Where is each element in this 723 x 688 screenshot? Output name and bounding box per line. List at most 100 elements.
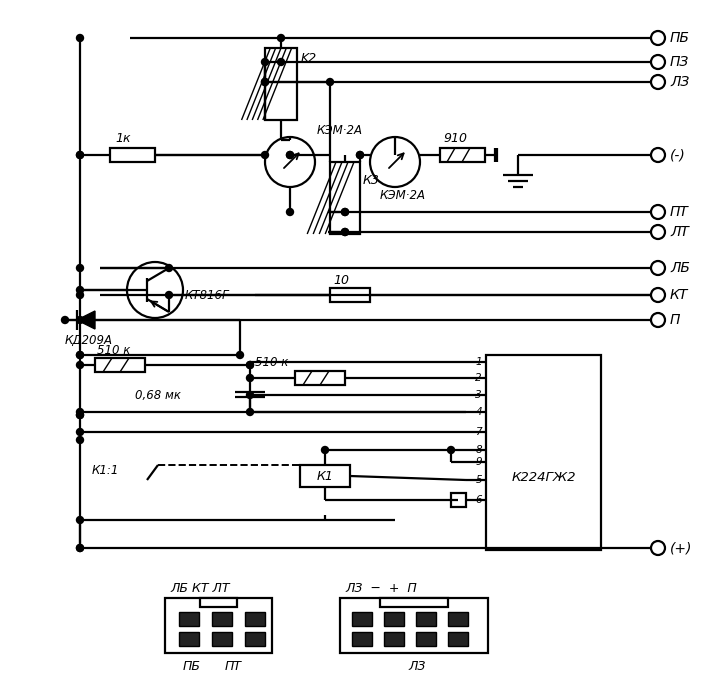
Text: 5: 5 [476,475,482,485]
Bar [179,632,199,646]
Text: К224ГЖ2: К224ГЖ2 [511,471,576,484]
Circle shape [247,391,254,398]
Text: 1к: 1к [115,131,130,144]
Circle shape [166,292,173,299]
Circle shape [341,208,348,215]
Bar [448,612,468,626]
Circle shape [286,208,294,215]
Circle shape [77,264,83,272]
Circle shape [341,228,348,235]
Circle shape [262,78,268,85]
Bar [416,612,436,626]
Bar [200,598,237,607]
Text: К1:1: К1:1 [92,464,119,477]
Bar [448,632,468,646]
Circle shape [77,151,83,158]
Text: ПБ: ПБ [183,660,201,672]
Bar [245,632,265,646]
Bar [440,148,485,162]
Bar [384,632,404,646]
Text: (-): (-) [670,148,685,162]
Bar [340,598,488,653]
Bar [380,598,448,607]
Bar [265,48,297,120]
Bar [295,371,345,385]
Circle shape [286,151,294,158]
Circle shape [77,436,83,444]
Text: ПТ: ПТ [670,205,689,219]
Circle shape [77,316,83,323]
Circle shape [77,352,83,358]
Bar [330,288,370,302]
Circle shape [448,447,455,453]
Circle shape [77,411,83,418]
Text: (+): (+) [670,541,693,555]
Bar [352,632,372,646]
Text: ЛЗ  −  +  П: ЛЗ − + П [345,581,416,594]
Bar [95,358,145,372]
Circle shape [61,316,69,323]
Text: ЛЗ: ЛЗ [670,75,689,89]
Circle shape [262,151,268,158]
Circle shape [247,374,254,382]
Bar [330,162,360,234]
Circle shape [322,447,328,453]
Text: ПТ: ПТ [225,660,242,672]
Circle shape [278,58,284,65]
Bar [416,632,436,646]
Circle shape [247,409,254,416]
Bar [451,493,466,507]
Circle shape [77,352,83,358]
Circle shape [77,361,83,369]
Bar [384,612,404,626]
Text: ПЗ: ПЗ [670,55,689,69]
Circle shape [247,361,254,369]
Circle shape [77,292,83,299]
Circle shape [77,544,83,552]
Text: 510 к: 510 к [97,343,130,356]
Text: 510 к: 510 к [255,356,288,369]
Text: 3: 3 [476,390,482,400]
Text: 910: 910 [443,131,467,144]
Circle shape [77,34,83,41]
Circle shape [356,151,364,158]
Text: ЛБ КТ ЛТ: ЛБ КТ ЛТ [170,581,229,594]
Text: 7: 7 [476,427,482,437]
Text: 6: 6 [476,495,482,505]
Text: K2: K2 [301,52,317,65]
Text: П: П [670,313,680,327]
Text: КЭМ·2А: КЭМ·2А [317,124,363,136]
Text: ЛТ: ЛТ [670,225,689,239]
Text: 0,68 мк: 0,68 мк [135,389,181,402]
Text: ПБ: ПБ [670,31,690,45]
Circle shape [77,411,83,418]
Text: ЛБ: ЛБ [670,261,690,275]
Bar [352,612,372,626]
Text: 8: 8 [476,445,482,455]
Text: ЛЗ: ЛЗ [408,660,425,672]
Text: 2: 2 [476,373,482,383]
Circle shape [77,151,83,158]
Bar [486,355,601,550]
Bar [212,612,232,626]
Text: КТ816Г: КТ816Г [185,288,229,301]
Polygon shape [77,311,95,329]
Circle shape [166,264,173,272]
Circle shape [341,228,348,235]
Circle shape [77,286,83,294]
Circle shape [262,58,268,65]
Text: 9: 9 [476,457,482,467]
Circle shape [341,208,348,215]
Circle shape [286,151,294,158]
Circle shape [247,361,254,369]
Circle shape [236,352,244,358]
Bar [179,612,199,626]
Bar [300,465,350,487]
Circle shape [77,517,83,524]
Text: КЭМ·2А: КЭМ·2А [380,189,426,202]
Circle shape [77,409,83,416]
Circle shape [327,78,333,85]
Bar [212,632,232,646]
Text: К1: К1 [317,469,333,482]
Bar [165,598,272,653]
